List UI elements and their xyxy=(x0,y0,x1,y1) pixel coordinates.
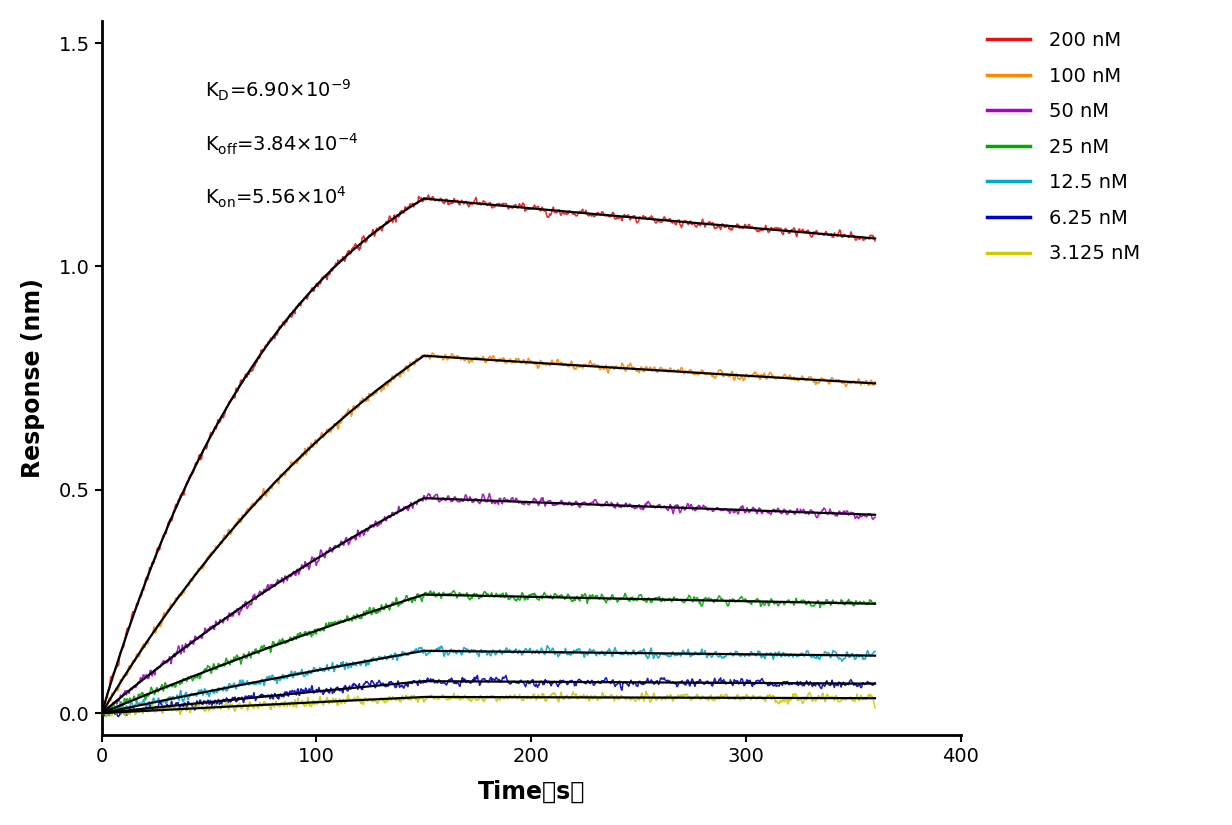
Text: K$_\mathregular{D}$=6.90×10$^{-9}$: K$_\mathregular{D}$=6.90×10$^{-9}$ xyxy=(205,78,351,103)
Text: K$_\mathregular{off}$=3.84×10$^{-4}$: K$_\mathregular{off}$=3.84×10$^{-4}$ xyxy=(205,132,359,157)
X-axis label: Time（s）: Time（s） xyxy=(478,780,585,804)
Y-axis label: Response (nm): Response (nm) xyxy=(21,278,44,478)
Legend: 200 nM, 100 nM, 50 nM, 25 nM, 12.5 nM, 6.25 nM, 3.125 nM: 200 nM, 100 nM, 50 nM, 25 nM, 12.5 nM, 6… xyxy=(979,23,1148,271)
Text: K$_\mathregular{on}$=5.56×10$^{4}$: K$_\mathregular{on}$=5.56×10$^{4}$ xyxy=(205,185,346,210)
